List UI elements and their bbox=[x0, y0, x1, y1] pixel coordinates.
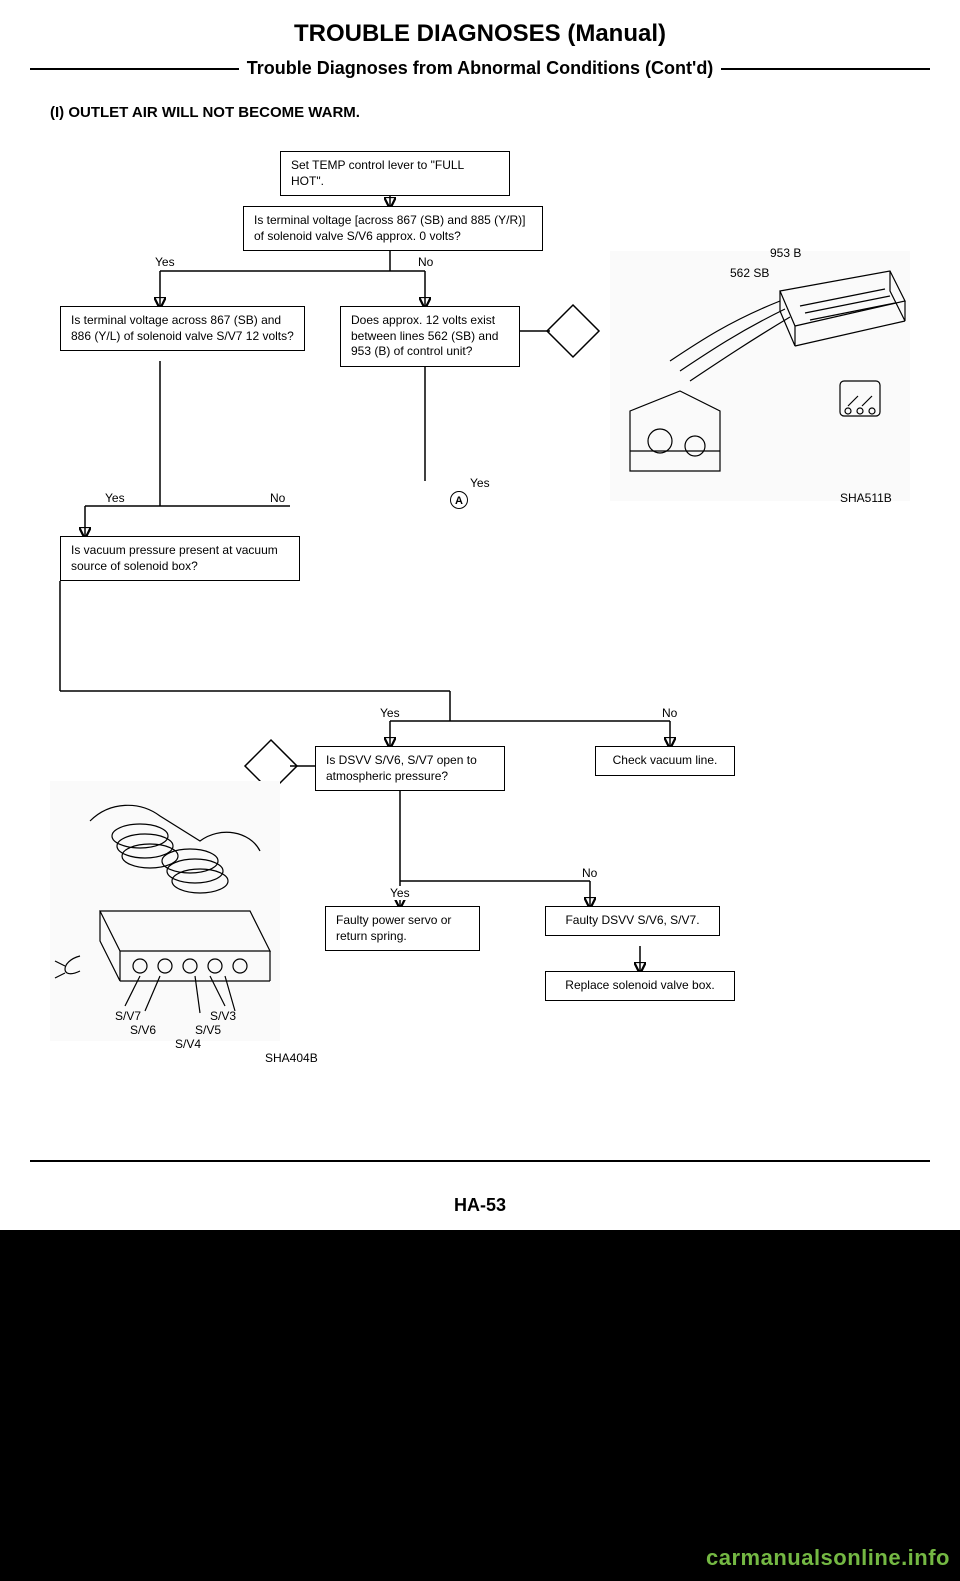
page-title: TROUBLE DIAGNOSES (Manual) bbox=[30, 20, 930, 48]
ref-circle-a: A bbox=[450, 491, 468, 509]
label-yes: Yes bbox=[380, 706, 400, 720]
step-check-control-unit: Does approx. 12 volts exist between line… bbox=[340, 306, 520, 367]
manual-page: TROUBLE DIAGNOSES (Manual) Trouble Diagn… bbox=[0, 0, 960, 1581]
page-number: HA-53 bbox=[0, 1195, 960, 1216]
label-sv4: S/V4 bbox=[175, 1037, 201, 1051]
label-no: No bbox=[418, 255, 433, 269]
content-area: TROUBLE DIAGNOSES (Manual) Trouble Diagn… bbox=[30, 20, 930, 1151]
step-check-dsvv: Is DSVV S/V6, S/V7 open to atmospheric p… bbox=[315, 746, 505, 791]
label-sv3: S/V3 bbox=[210, 1009, 236, 1023]
illustration-solenoid-box bbox=[50, 781, 280, 1041]
watermark-text: carmanualsonline.info bbox=[706, 1545, 950, 1571]
step-set-temp: Set TEMP control lever to "FULL HOT". bbox=[280, 151, 510, 196]
label-yes: Yes bbox=[105, 491, 125, 505]
label-no: No bbox=[662, 706, 677, 720]
wire-label-562sb: 562 SB bbox=[730, 266, 769, 280]
result-faulty-servo: Faulty power servo or return spring. bbox=[325, 906, 480, 951]
rule-right bbox=[721, 68, 930, 70]
action-check-vacuum-line: Check vacuum line. bbox=[595, 746, 735, 776]
subtitle-row: Trouble Diagnoses from Abnormal Conditio… bbox=[30, 58, 930, 79]
bottom-rule bbox=[30, 1160, 930, 1162]
rule-left bbox=[30, 68, 239, 70]
section-heading: (I) OUTLET AIR WILL NOT BECOME WARM. bbox=[50, 104, 930, 121]
label-yes: Yes bbox=[470, 476, 490, 490]
label-sv7: S/V7 bbox=[115, 1009, 141, 1023]
action-replace-box: Replace solenoid valve box. bbox=[545, 971, 735, 1001]
fig-ref-sha511b: SHA511B bbox=[840, 491, 892, 505]
connector-diamond bbox=[545, 303, 601, 359]
label-sv5: S/V5 bbox=[195, 1023, 221, 1037]
step-check-sv6-voltage: Is terminal voltage [across 867 (SB) and… bbox=[243, 206, 543, 251]
fig-ref-sha404b: SHA404B bbox=[265, 1051, 318, 1065]
step-check-sv7-voltage: Is terminal voltage across 867 (SB) and … bbox=[60, 306, 305, 351]
black-footer: carmanualsonline.info bbox=[0, 1230, 960, 1581]
label-no: No bbox=[582, 866, 597, 880]
label-no: No bbox=[270, 491, 285, 505]
result-faulty-dsvv: Faulty DSVV S/V6, S/V7. bbox=[545, 906, 720, 936]
wire-label-953b: 953 B bbox=[770, 246, 801, 260]
label-yes: Yes bbox=[390, 886, 410, 900]
illustration-connector bbox=[610, 251, 910, 501]
flowchart: Set TEMP control lever to "FULL HOT". Is… bbox=[30, 151, 930, 1151]
step-check-vacuum: Is vacuum pressure present at vacuum sou… bbox=[60, 536, 300, 581]
subtitle-text: Trouble Diagnoses from Abnormal Conditio… bbox=[239, 58, 722, 79]
label-sv6: S/V6 bbox=[130, 1023, 156, 1037]
label-yes: Yes bbox=[155, 255, 175, 269]
